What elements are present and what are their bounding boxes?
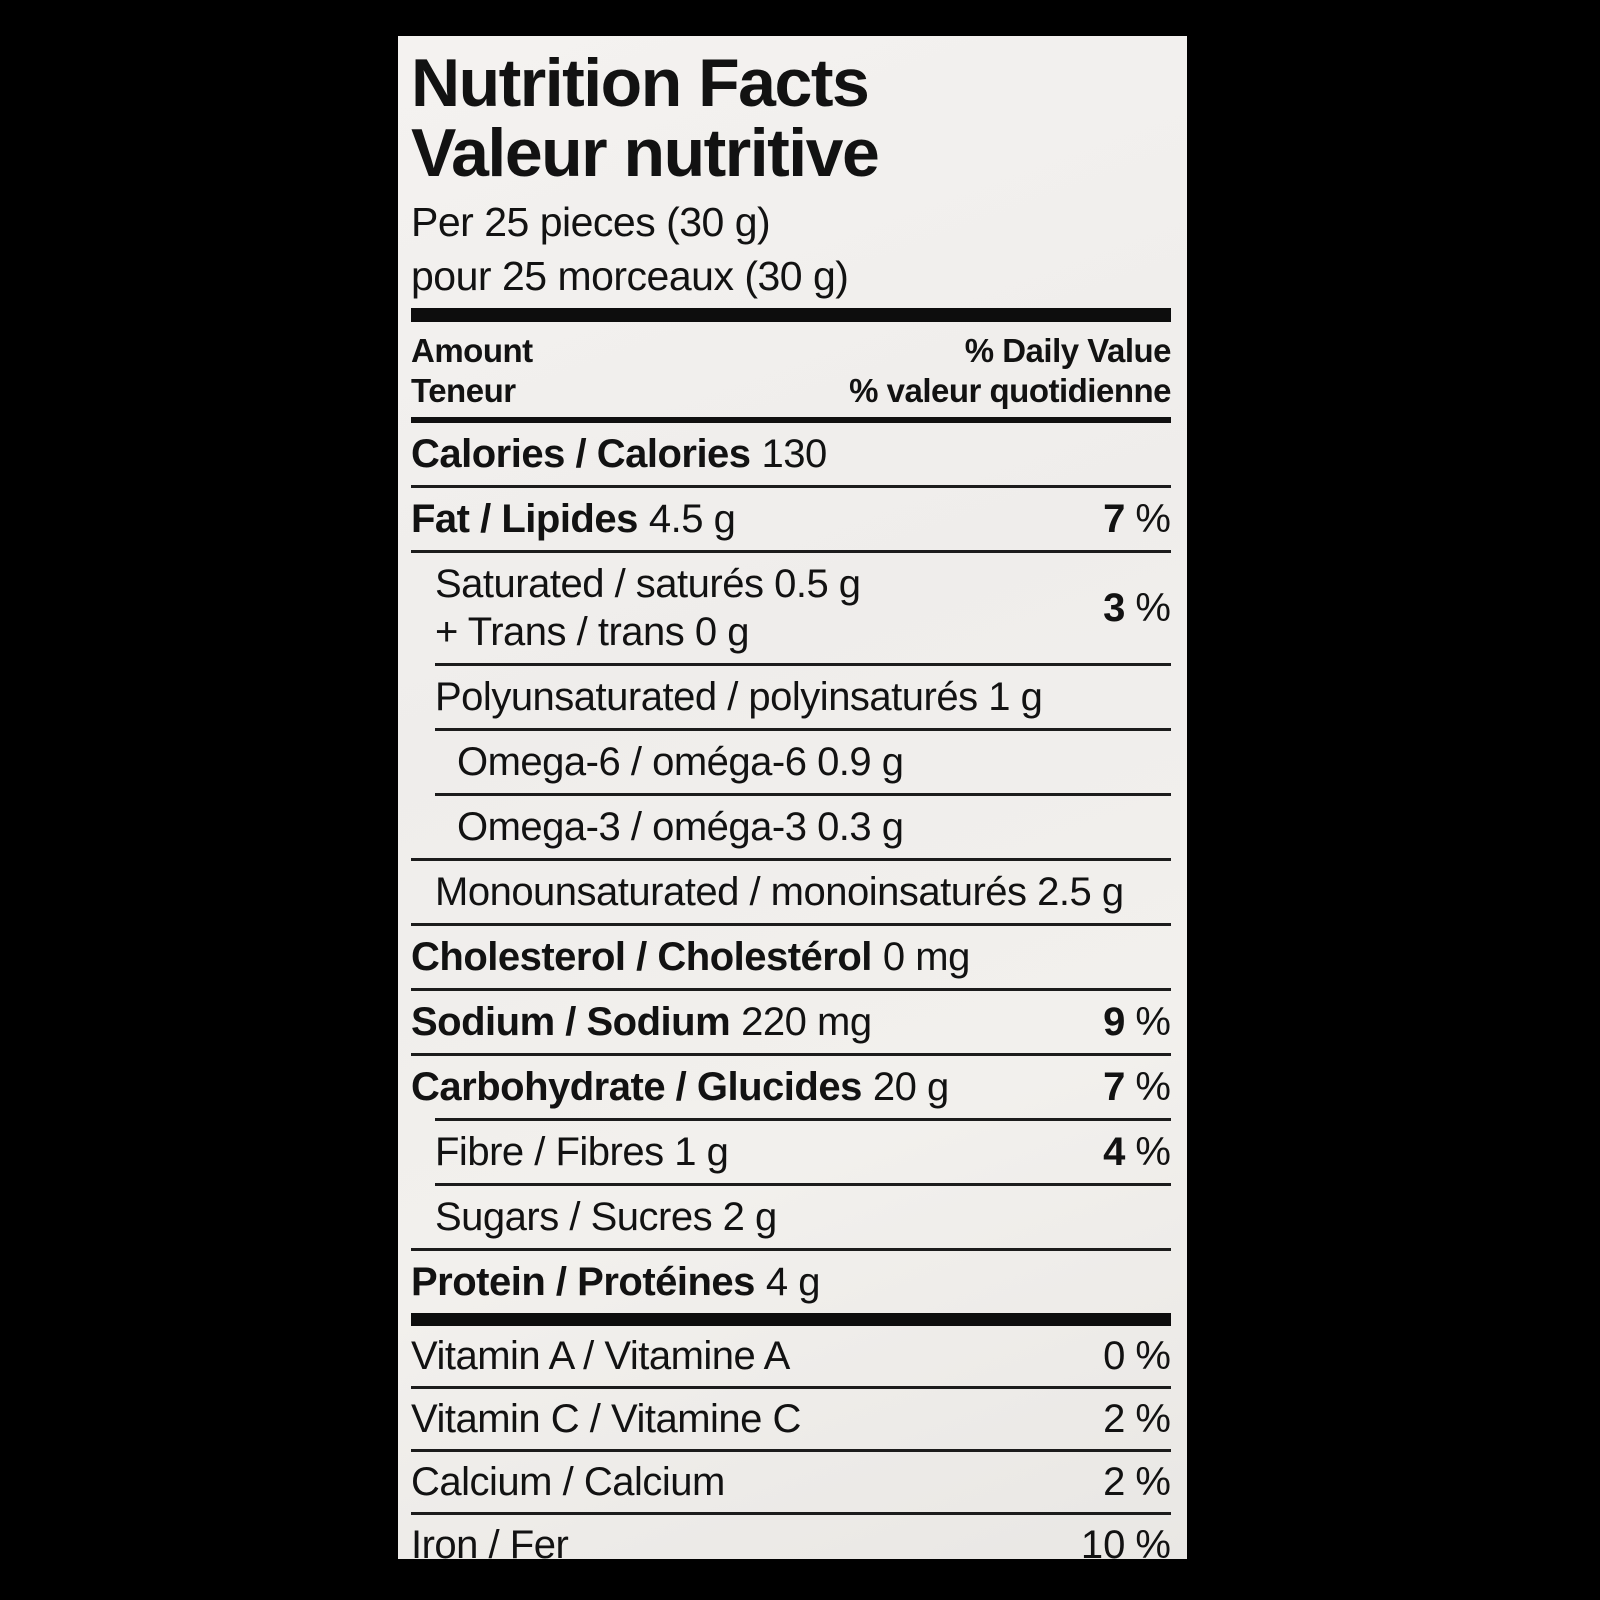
title-french: Valeur nutritive (411, 115, 880, 191)
nutrition-facts-panel: Nutrition Facts Valeur nutritive Per 25 … (398, 36, 1187, 1559)
percent-sign: % (1135, 1130, 1171, 1174)
percent-sign: % (1135, 1523, 1171, 1559)
row-divider (411, 1386, 1171, 1389)
percent-sign: % (1135, 1397, 1171, 1441)
title-english: Nutrition Facts (411, 45, 870, 121)
serving-size-block: Per 25 pieces (30 g) pour 25 morceaux (3… (411, 195, 1171, 303)
nutrient-amount: 4.5 g (648, 497, 736, 541)
daily-value-header: % Daily Value % valeur quotidienne (849, 331, 1171, 411)
amount-header-french: Teneur (411, 372, 516, 409)
amount-header-english: Amount (411, 332, 533, 369)
nutrient-row-calcium: Calcium / Calcium 2% (411, 1449, 1171, 1512)
nutrient-row-calories: Calories / Calories 130 (411, 423, 1171, 485)
percent-sign: % (1135, 1460, 1171, 1504)
row-divider (435, 663, 1171, 666)
nutrient-amount: 0 mg (882, 935, 970, 979)
row-divider (411, 550, 1171, 553)
serving-size-french: pour 25 morceaux (30 g) (411, 253, 849, 299)
row-divider (435, 793, 1171, 796)
daily-value: 3% (1103, 586, 1171, 630)
nutrient-name: Fibre / Fibres 1 g (435, 1130, 729, 1174)
row-divider (411, 1449, 1171, 1452)
daily-value: 7% (1103, 497, 1171, 541)
nutrient-name: Omega-6 / oméga-6 0.9 g (457, 740, 904, 784)
nutrient-row-polyunsaturated: Polyunsaturated / polyinsaturés 1 g (411, 663, 1171, 728)
row-divider (411, 1053, 1171, 1056)
percent-sign: % (1135, 497, 1171, 541)
row-divider (411, 1512, 1171, 1515)
nutrient-name: Calories / Calories (411, 432, 751, 476)
row-divider (435, 1183, 1171, 1186)
nutrient-row-monounsaturated: Monounsaturated / monoinsaturés 2.5 g (411, 858, 1171, 923)
nutrient-name: Protein / Protéines (411, 1260, 755, 1304)
nutrient-amount: 220 mg (741, 1000, 872, 1044)
nutrient-amount: 130 (761, 432, 828, 476)
nutrient-row-cholesterol: Cholesterol / Cholestérol 0 mg (411, 923, 1171, 988)
nutrient-row-carbohydrate: Carbohydrate / Glucides 20 g 7% (411, 1053, 1171, 1118)
nutrient-name-trans: + Trans / trans 0 g (435, 610, 749, 654)
top-divider-bar (411, 308, 1171, 322)
micronutrient-divider-bar (411, 1313, 1171, 1326)
nutrient-name: Iron / Fer (411, 1523, 569, 1559)
nutrient-row-omega-6: Omega-6 / oméga-6 0.9 g (411, 728, 1171, 793)
nutrient-row-omega-3: Omega-3 / oméga-3 0.3 g (411, 793, 1171, 858)
row-divider (411, 988, 1171, 991)
nutrient-name: Calcium / Calcium (411, 1460, 725, 1504)
column-header: Amount Teneur % Daily Value % valeur quo… (411, 322, 1171, 417)
percent-sign: % (1135, 1065, 1171, 1109)
daily-value: 2% (1103, 1397, 1171, 1441)
percent-sign: % (1135, 1334, 1171, 1378)
daily-value: 4% (1103, 1130, 1171, 1174)
row-divider (411, 858, 1171, 861)
daily-value: 2% (1103, 1460, 1171, 1504)
nutrient-name: Sugars / Sucres 2 g (435, 1195, 777, 1239)
daily-value: 10% (1061, 1521, 1171, 1559)
nutrient-name: Carbohydrate / Glucides (411, 1065, 862, 1109)
nutrient-row-fat: Fat / Lipides 4.5 g 7% (411, 485, 1171, 550)
daily-value: 7% (1103, 1065, 1171, 1109)
nutrient-row-saturated-trans: Saturated / saturés 0.5 g + Trans / tran… (411, 550, 1171, 663)
nutrient-row-vitamin-a: Vitamin A / Vitamine A 0% (411, 1326, 1171, 1386)
nutrient-name: Monounsaturated / monoinsaturés 2.5 g (435, 870, 1124, 914)
daily-value: 0% (1103, 1334, 1171, 1378)
serving-size-english: Per 25 pieces (30 g) (411, 199, 771, 245)
nutrient-row-sugars: Sugars / Sucres 2 g (411, 1183, 1171, 1248)
nutrient-row-iron: Iron / Fer 10% (411, 1512, 1171, 1559)
nutrient-name-saturated: Saturated / saturés 0.5 g (435, 562, 861, 606)
row-divider (411, 923, 1171, 926)
nutrient-amount: 4 g (765, 1260, 821, 1304)
daily-value-header-english: % Daily Value (964, 332, 1172, 369)
nutrient-name: Fat / Lipides (411, 497, 638, 541)
row-divider (411, 485, 1171, 488)
row-divider (411, 1248, 1171, 1251)
percent-sign: % (1135, 1000, 1171, 1044)
nutrient-amount: 20 g (872, 1065, 949, 1109)
nutrient-name: Vitamin A / Vitamine A (411, 1334, 790, 1378)
row-divider (435, 728, 1171, 731)
micronutrient-section: Vitamin A / Vitamine A 0% Vitamin C / Vi… (411, 1326, 1171, 1559)
amount-header: Amount Teneur (411, 331, 533, 411)
nutrient-name: Omega-3 / oméga-3 0.3 g (457, 805, 904, 849)
nutrient-name: Sodium / Sodium (411, 1000, 731, 1044)
nutrient-row-protein: Protein / Protéines 4 g (411, 1248, 1171, 1313)
nutrient-name: Cholesterol / Cholestérol (411, 935, 872, 979)
row-divider (435, 1118, 1171, 1121)
nutrient-row-sodium: Sodium / Sodium 220 mg 9% (411, 988, 1171, 1053)
nutrient-row-fibre: Fibre / Fibres 1 g 4% (411, 1118, 1171, 1183)
header-divider (411, 417, 1171, 423)
nutrient-row-vitamin-c: Vitamin C / Vitamine C 2% (411, 1386, 1171, 1449)
daily-value: 9% (1103, 1000, 1171, 1044)
nutrient-name: Vitamin C / Vitamine C (411, 1397, 801, 1441)
nutrient-name: Polyunsaturated / polyinsaturés 1 g (435, 675, 1043, 719)
percent-sign: % (1135, 586, 1171, 630)
daily-value-header-french: % valeur quotidienne (849, 372, 1171, 409)
